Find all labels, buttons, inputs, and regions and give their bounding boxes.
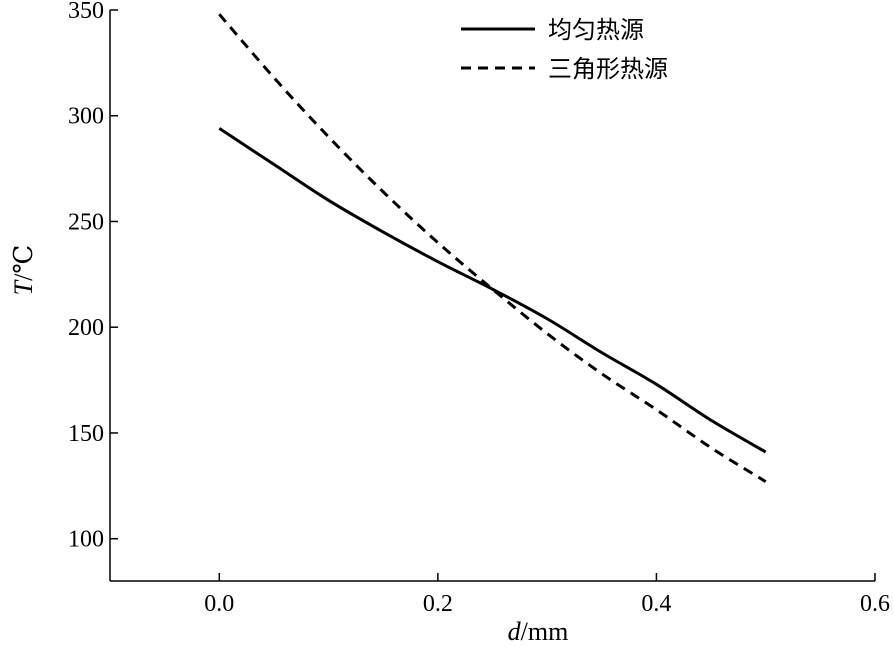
legend-label: 三角形热源 bbox=[548, 55, 668, 83]
series-line-triangular bbox=[218, 13, 767, 483]
x-tick-label: 0.6 bbox=[860, 591, 890, 617]
y-axis-unit: ℃ bbox=[9, 245, 38, 274]
legend-label: 均匀热源 bbox=[548, 16, 644, 44]
y-tick-label: 200 bbox=[68, 315, 104, 341]
x-tick-label: 0.0 bbox=[204, 591, 234, 617]
y-axis-var: T bbox=[9, 279, 38, 295]
x-axis-unit: mm bbox=[528, 617, 568, 646]
x-tick-label: 0.4 bbox=[641, 591, 671, 617]
x-axis-var: d bbox=[508, 617, 522, 646]
axes: 100 150 200 250 300 350 0.0 0.2 0.4 0.6 bbox=[68, 0, 890, 617]
y-tick-label: 150 bbox=[68, 421, 104, 447]
y-tick-label: 350 bbox=[68, 0, 104, 24]
y-tick-label: 100 bbox=[68, 527, 104, 553]
x-axis-label: d/mm bbox=[508, 617, 569, 646]
series-line-uniform bbox=[218, 127, 767, 454]
y-axis-sep: / bbox=[9, 273, 38, 281]
x-axis-sep: / bbox=[521, 617, 529, 646]
y-tick-label: 300 bbox=[68, 104, 104, 130]
x-tick-label: 0.2 bbox=[423, 591, 453, 617]
y-axis-label: T/℃ bbox=[9, 245, 38, 296]
series-group bbox=[218, 13, 767, 483]
y-tick-label: 250 bbox=[68, 209, 104, 235]
